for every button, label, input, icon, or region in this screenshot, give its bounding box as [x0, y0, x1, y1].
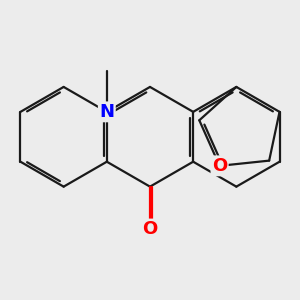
- Text: N: N: [99, 103, 114, 121]
- Text: O: O: [142, 220, 158, 238]
- Text: O: O: [212, 157, 227, 175]
